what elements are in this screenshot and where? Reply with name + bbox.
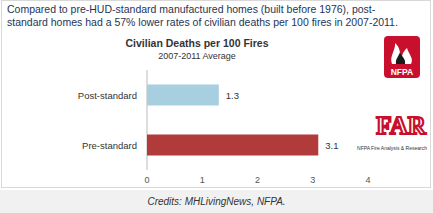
x-tick-label: 3 (310, 175, 315, 185)
x-tick-label: 4 (365, 175, 370, 185)
chart-svg: Civilian Deaths per 100 Fires 2007-2011 A… (0, 0, 433, 190)
bar (147, 85, 219, 106)
data-label: 3.1 (325, 140, 338, 151)
x-tick-label: 2 (255, 175, 260, 185)
category-label: Pre-standard (82, 140, 137, 151)
chart-subtitle: 2007-2011 Average (158, 51, 236, 61)
nfpa-logo-text: NFPA (391, 67, 414, 77)
x-tick-label: 1 (200, 175, 205, 185)
far-logo: FAR NFPA Fire Analysis & Research (357, 112, 427, 151)
category-label: Post-standard (78, 90, 137, 101)
credits: Credits: MHLivingNews, NFPA. (0, 190, 433, 213)
chart-title: Civilian Deaths per 100 Fires (126, 37, 269, 49)
nfpa-flame-inner (396, 52, 405, 64)
far-logo-text: FAR (376, 112, 426, 139)
data-label: 1.3 (226, 90, 239, 101)
bars (147, 85, 318, 156)
x-tick-label: 0 (144, 175, 149, 185)
far-caption: NFPA Fire Analysis & Research (357, 145, 427, 151)
nfpa-logo: NFPA (384, 36, 420, 78)
nfpa-logo-box (384, 36, 420, 78)
nfpa-flame (391, 43, 412, 64)
bar (147, 135, 318, 156)
page: {"header": {"text": "Compared to pre-HUD… (0, 0, 433, 213)
header-text: Compared to pre-HUD-standard manufacture… (7, 3, 412, 29)
